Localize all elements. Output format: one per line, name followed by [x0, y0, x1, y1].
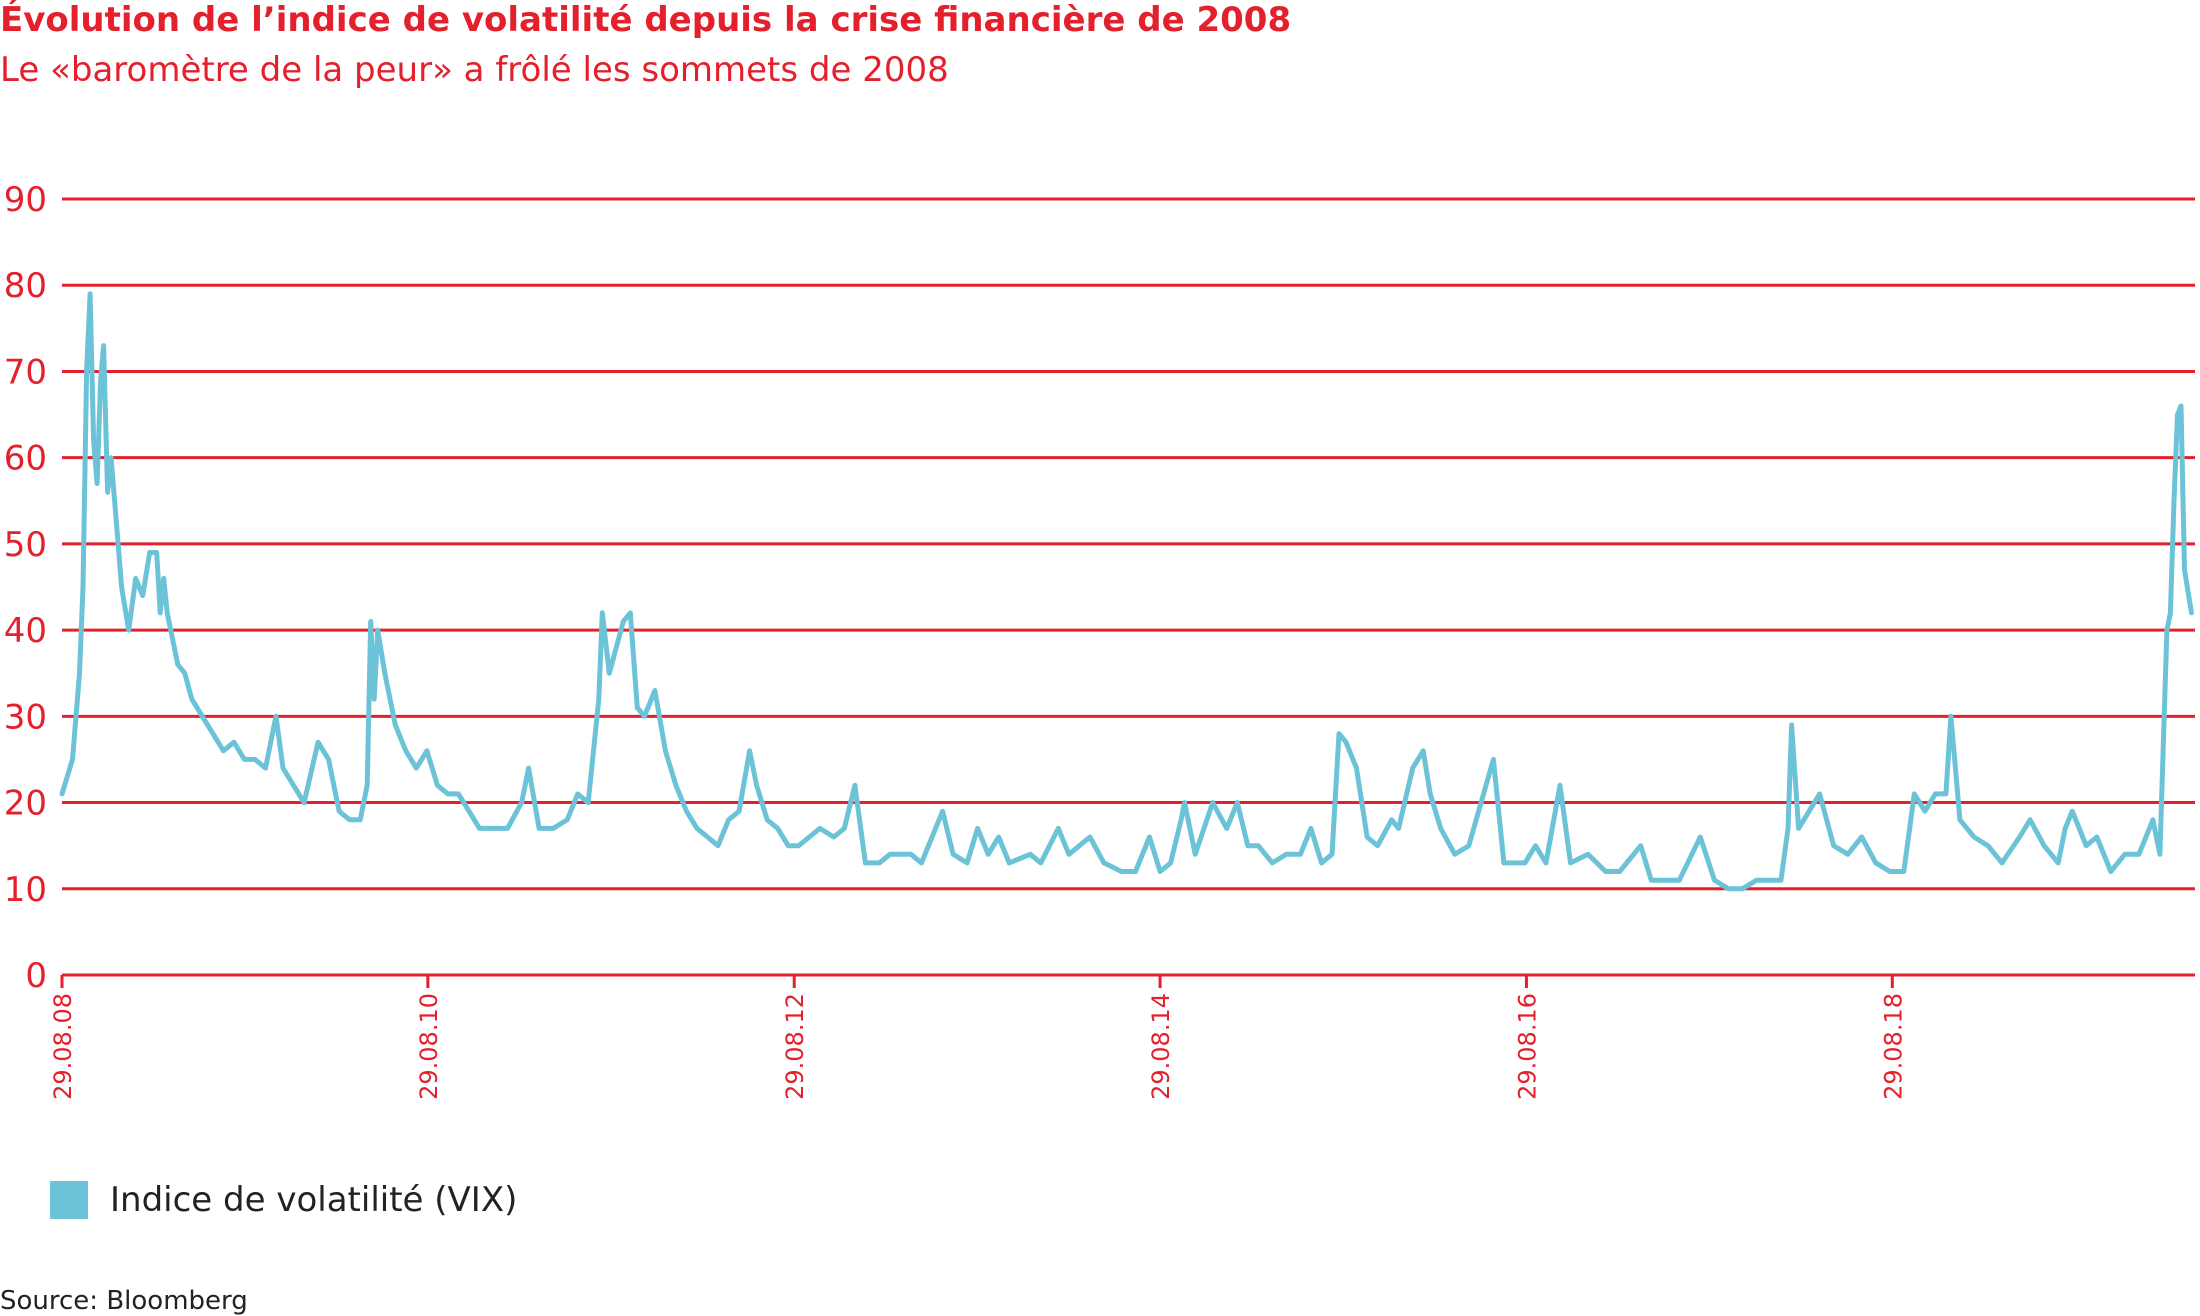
chart-subtitle: Le «baromètre de la peur» a frôlé les so… [0, 50, 949, 90]
y-tick-label: 20 [4, 784, 47, 824]
y-tick-label: 40 [4, 611, 47, 651]
y-tick-label: 90 [4, 180, 47, 220]
series-line-vix [59, 291, 2194, 892]
legend-swatch [50, 1181, 88, 1219]
source-note: Source: Bloomberg [0, 1286, 248, 1316]
legend-label: Indice de volatilité (VIX) [110, 1180, 518, 1220]
x-tick-label: 29.08.16 [1513, 993, 1541, 1100]
x-tick-label: 29.08.14 [1147, 993, 1175, 1100]
series-layer [59, 291, 2194, 892]
chart-title: Évolution de l’indice de volatilité depu… [0, 0, 1292, 40]
y-tick-label: 0 [25, 956, 47, 996]
x-tick-label: 29.08.18 [1879, 993, 1907, 1100]
x-tick-label: 29.08.08 [49, 993, 77, 1100]
grid-layer [62, 197, 2195, 891]
y-tick-label: 60 [4, 439, 47, 479]
x-axis: 29.08.08 29.08.10 29.08.12 29.08.14 29.08.16… [49, 973, 2195, 1100]
x-tick-label: 29.08.10 [415, 993, 443, 1100]
x-tick-label: 29.08.12 [781, 993, 809, 1100]
y-tick-label: 10 [4, 870, 47, 910]
y-tick-label: 30 [4, 697, 47, 737]
y-tick-label: 50 [4, 525, 47, 565]
y-axis: 0 10 20 30 40 50 60 70 80 90 [4, 180, 47, 996]
legend: Indice de volatilité (VIX) [50, 1180, 517, 1220]
y-tick-label: 70 [4, 352, 47, 392]
y-tick-label: 80 [4, 266, 47, 306]
